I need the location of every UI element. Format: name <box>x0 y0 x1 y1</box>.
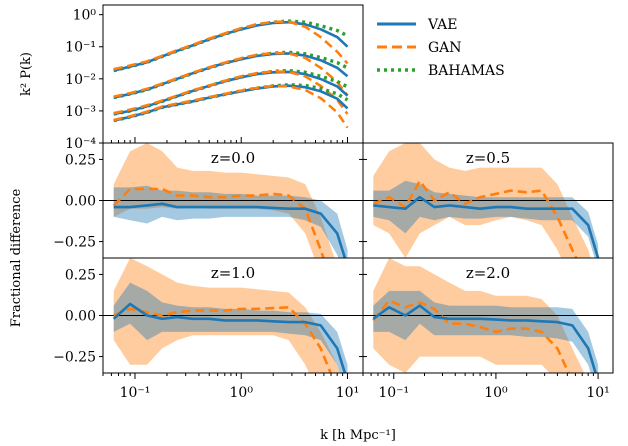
xlabel-right-0: 10⁻¹ <box>378 385 409 401</box>
fd-ytick-label-1-2: −0.25 <box>53 350 96 366</box>
vae-band-0 <box>113 185 348 258</box>
pk-line-gan-1 <box>113 51 349 98</box>
pk-ytick-label-2: 10⁻² <box>65 72 96 88</box>
vae-line-3 <box>372 304 597 373</box>
frac-diff-panel-z1 <box>103 258 363 373</box>
pk-line-gan-0 <box>113 20 349 71</box>
power-spectrum-lines <box>113 19 349 129</box>
legend: VAE GAN BAHAMAS <box>377 17 505 79</box>
pk-ytick-label-0: 10⁰ <box>73 8 97 24</box>
legend-bahamas-label: BAHAMAS <box>428 63 505 79</box>
fd-ytick-label-0-2: −0.25 <box>53 235 96 251</box>
z-label-1: z=0.5 <box>466 149 510 167</box>
gan-line-3 <box>372 299 571 373</box>
frac-diff-panel-z2 <box>363 258 613 373</box>
frac-diff-y-ticks: 0.25 0.00 −0.25 0.25 0.00 −0.25 <box>53 152 367 366</box>
pk-ytick-label-4: 10⁻⁴ <box>65 136 96 152</box>
x-axis-ticks: 10⁻¹ 10⁰ 10¹ 10⁻¹ 10⁰ 10¹ <box>102 137 610 401</box>
power-spectrum-y-ticks: 10⁰ 10⁻¹ 10⁻² 10⁻³ 10⁻⁴ <box>65 8 103 152</box>
power-spectrum-ylabel: k² P(k) <box>19 52 34 96</box>
shared-xlabel: k [h Mpc⁻¹] <box>320 428 396 443</box>
xlabel-left-2: 10¹ <box>336 385 359 401</box>
vae-band-2 <box>113 282 348 373</box>
vae-line-2 <box>112 302 347 373</box>
frac-diff-panel-z0 <box>103 143 363 258</box>
xlabel-right-2: 10¹ <box>586 385 609 401</box>
pk-line-vae-2 <box>113 70 349 116</box>
frac-diff-panel-z05 <box>363 143 613 258</box>
xlabel-left-1: 10⁰ <box>230 385 254 401</box>
fd-ytick-label-1-1: 0.00 <box>65 309 96 325</box>
gan-line-0 <box>112 187 325 258</box>
xlabel-left-0: 10⁻¹ <box>120 385 151 401</box>
pk-line-gan-2 <box>113 70 349 115</box>
gan-line-2 <box>113 306 333 373</box>
gan-line-1 <box>372 179 578 258</box>
z-label-0: z=0.0 <box>211 149 255 167</box>
z-label-2: z=1.0 <box>211 264 255 282</box>
power-spectrum-panel: 10⁰ 10⁻¹ 10⁻² 10⁻³ 10⁻⁴ k² P(k) <box>19 4 364 152</box>
vae-line-1 <box>373 195 600 258</box>
gan-band-2 <box>113 258 340 373</box>
pk-line-bahamas-0 <box>113 19 349 73</box>
xlabel-right-1: 10⁰ <box>484 385 508 401</box>
frac-diff-ylabel: Fractional difference <box>9 188 24 327</box>
vae-band-3 <box>373 290 599 373</box>
fd-ytick-label-0-0: 0.25 <box>65 152 96 168</box>
pk-line-gan-3 <box>113 84 349 129</box>
fd-ytick-label-1-0: 0.25 <box>65 267 96 283</box>
z-label-3: z=2.0 <box>466 264 510 282</box>
fd-ytick-label-0-1: 0.00 <box>65 194 96 210</box>
pk-ytick-label-3: 10⁻³ <box>65 104 96 120</box>
legend-vae-label: VAE <box>427 17 458 33</box>
vae-line-0 <box>113 202 347 258</box>
legend-gan-label: GAN <box>428 40 462 56</box>
pk-ytick-label-1: 10⁻¹ <box>65 40 96 56</box>
pk-line-vae-3 <box>113 84 349 122</box>
gan-band-3 <box>373 258 585 373</box>
